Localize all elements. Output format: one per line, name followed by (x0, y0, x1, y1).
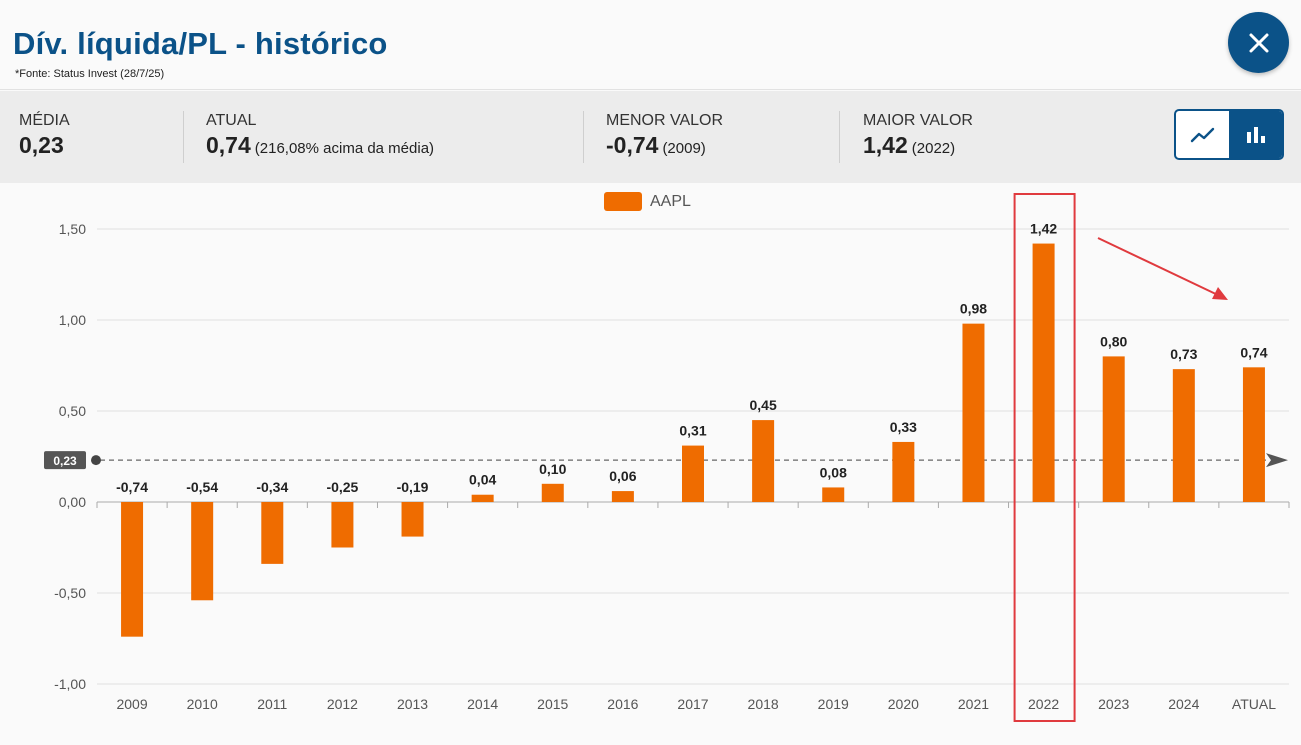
data-label: -0,54 (186, 479, 218, 495)
data-label: 0,45 (749, 397, 776, 413)
data-label: 0,08 (820, 464, 847, 480)
stat-atual: ATUAL 0,74 (216,08% acima da média) (206, 112, 434, 159)
y-tick-label: -1,00 (54, 676, 86, 692)
bar (1172, 369, 1195, 502)
data-label: 0,04 (469, 472, 496, 488)
x-tick-label: 2016 (607, 696, 638, 712)
bar (121, 502, 144, 637)
bar (471, 494, 494, 502)
close-icon (1249, 33, 1268, 52)
bar (191, 502, 214, 601)
stat-atual-value: 0,74 (206, 132, 251, 158)
y-tick-label: 1,00 (59, 312, 86, 328)
bar (752, 420, 775, 502)
stat-media-label: MÉDIA (19, 112, 70, 129)
line-view-button[interactable] (1176, 111, 1229, 158)
x-tick-label: 2021 (958, 696, 989, 712)
x-tick-label: 2010 (187, 696, 218, 712)
bar (962, 323, 985, 502)
close-button[interactable] (1228, 12, 1289, 73)
x-tick-label: 2015 (537, 696, 568, 712)
bar (541, 483, 564, 502)
stat-maior-note: (2022) (911, 140, 956, 157)
bar (261, 502, 284, 564)
data-label: 0,06 (609, 468, 636, 484)
x-tick-label: 2020 (888, 696, 919, 712)
chart-canvas: 1,50 1,00 0,50 0,00 -0,50 -1,00 0,23 -0,74 2009 -… (44, 192, 1290, 722)
legend-label: AAPL (650, 193, 691, 210)
stat-menor: MENOR VALOR -0,74 (2009) (606, 112, 723, 159)
x-tick-label: 2017 (677, 696, 708, 712)
x-tick-label: 2014 (467, 696, 498, 712)
x-tick-label: 2018 (748, 696, 779, 712)
stat-menor-note: (2009) (662, 140, 706, 157)
average-dot (91, 455, 101, 466)
data-label: -0,74 (116, 479, 148, 495)
bar (331, 502, 354, 548)
x-tick-label: 2012 (327, 696, 358, 712)
y-tick-label: 0,50 (59, 403, 86, 419)
x-tick-label: 2024 (1168, 696, 1199, 712)
bar (892, 441, 915, 502)
line-chart-icon (1190, 127, 1214, 142)
modal-header: Dív. líquida/PL - histórico *Fonte: Stat… (0, 0, 1301, 90)
stat-maior-label: MAIOR VALOR (863, 112, 973, 129)
average-arrow-icon (1266, 453, 1288, 468)
page-title: Dív. líquida/PL - histórico (13, 26, 388, 61)
x-tick-label: 2022 (1028, 696, 1059, 712)
y-tick-label: 0,00 (59, 494, 86, 510)
stat-divider (839, 111, 840, 163)
bar (1032, 243, 1055, 502)
data-label: -0,19 (397, 479, 429, 495)
source-note: *Fonte: Status Invest (28/7/25) (15, 68, 165, 80)
stat-maior-value: 1,42 (863, 132, 908, 158)
annotation-arrow-icon (1212, 287, 1228, 300)
data-label: 0,74 (1240, 344, 1267, 360)
bar-chart-icon (1246, 126, 1265, 143)
stat-media-value: 0,23 (19, 132, 64, 158)
stat-atual-label: ATUAL (206, 112, 257, 129)
bar (1102, 356, 1125, 502)
x-tick-label: 2009 (116, 696, 147, 712)
stats-bar: MÉDIA 0,23 ATUAL 0,74 (216,08% acima da m… (0, 91, 1301, 183)
x-tick-label: ATUAL (1232, 696, 1276, 712)
y-tick-label: -0,50 (54, 585, 86, 601)
data-label: -0,25 (326, 479, 358, 495)
data-label: -0,34 (256, 479, 288, 495)
bar (1242, 367, 1265, 502)
data-label: 1,42 (1030, 221, 1057, 237)
bar (682, 445, 704, 502)
bar-chart: 1,50 1,00 0,50 0,00 -0,50 -1,00 0,23 -0,74 2009 -… (0, 183, 1301, 745)
data-label: 0,98 (960, 301, 987, 317)
stat-divider (583, 111, 584, 163)
stat-atual-note: (216,08% acima da média) (254, 140, 435, 157)
bar (822, 487, 845, 502)
data-label: 0,80 (1100, 333, 1127, 349)
stat-media: MÉDIA 0,23 (19, 112, 70, 159)
bar (611, 491, 634, 502)
data-label: 0,10 (539, 461, 566, 477)
stat-menor-label: MENOR VALOR (606, 112, 724, 129)
x-tick-label: 2019 (818, 696, 849, 712)
x-tick-label: 2023 (1098, 696, 1129, 712)
average-badge-label: 0,23 (53, 454, 77, 468)
y-tick-label: 1,50 (59, 221, 86, 237)
stat-divider (183, 111, 184, 163)
data-label: 0,31 (679, 423, 706, 439)
chart-view-toggle (1174, 109, 1284, 160)
data-label: 0,73 (1170, 346, 1197, 362)
x-tick-label: 2011 (257, 696, 287, 712)
data-label: 0,33 (890, 419, 917, 435)
annotation-arrow-line (1097, 237, 1221, 297)
bar-view-button[interactable] (1229, 111, 1282, 158)
bar (401, 502, 424, 537)
legend-swatch (604, 192, 642, 211)
stat-maior: MAIOR VALOR 1,42 (2022) (863, 112, 973, 159)
x-tick-label: 2013 (397, 696, 428, 712)
stat-menor-value: -0,74 (606, 132, 659, 158)
average-badge (44, 451, 86, 470)
highlight-box (1013, 193, 1076, 722)
